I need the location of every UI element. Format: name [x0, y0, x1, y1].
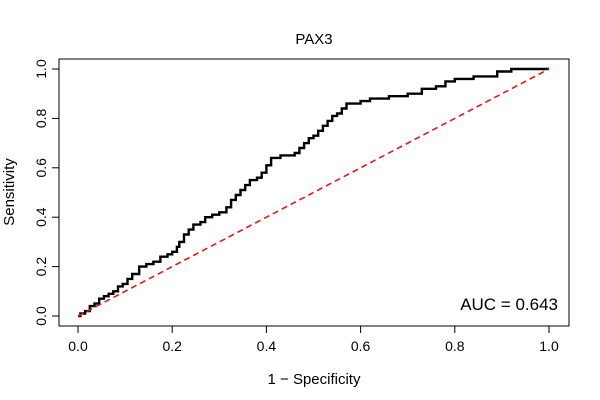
y-tick-label: 0.8 [33, 108, 49, 128]
y-tick-label: 1.0 [33, 59, 49, 79]
series-layer [77, 67, 550, 318]
chart-title: PAX3 [295, 31, 332, 48]
y-tick-label: 0.2 [33, 257, 49, 277]
x-tick-label: 0.2 [162, 338, 182, 354]
x-tick-label: 0.6 [351, 338, 371, 354]
x-tick-label: 0.8 [445, 338, 465, 354]
x-tick-label: 0.4 [257, 338, 277, 354]
reference-diagonal-line [77, 68, 550, 317]
auc-annotation: AUC = 0.643 [460, 295, 558, 314]
y-tick-label: 0.6 [33, 158, 49, 178]
x-axis: 0.0 0.2 0.4 0.6 0.8 1.0 [68, 325, 559, 354]
x-tick-label: 1.0 [539, 338, 559, 354]
x-tick-label: 0.0 [68, 338, 88, 354]
y-axis-label: Sensitivity [1, 158, 18, 226]
y-tick-label: 0.4 [33, 207, 49, 227]
y-axis: 0.0 0.2 0.4 0.6 0.8 1.0 [33, 59, 60, 326]
roc-curve [78, 67, 549, 318]
x-axis-label: 1 − Specificity [268, 371, 361, 388]
y-tick-label: 0.0 [33, 306, 49, 326]
